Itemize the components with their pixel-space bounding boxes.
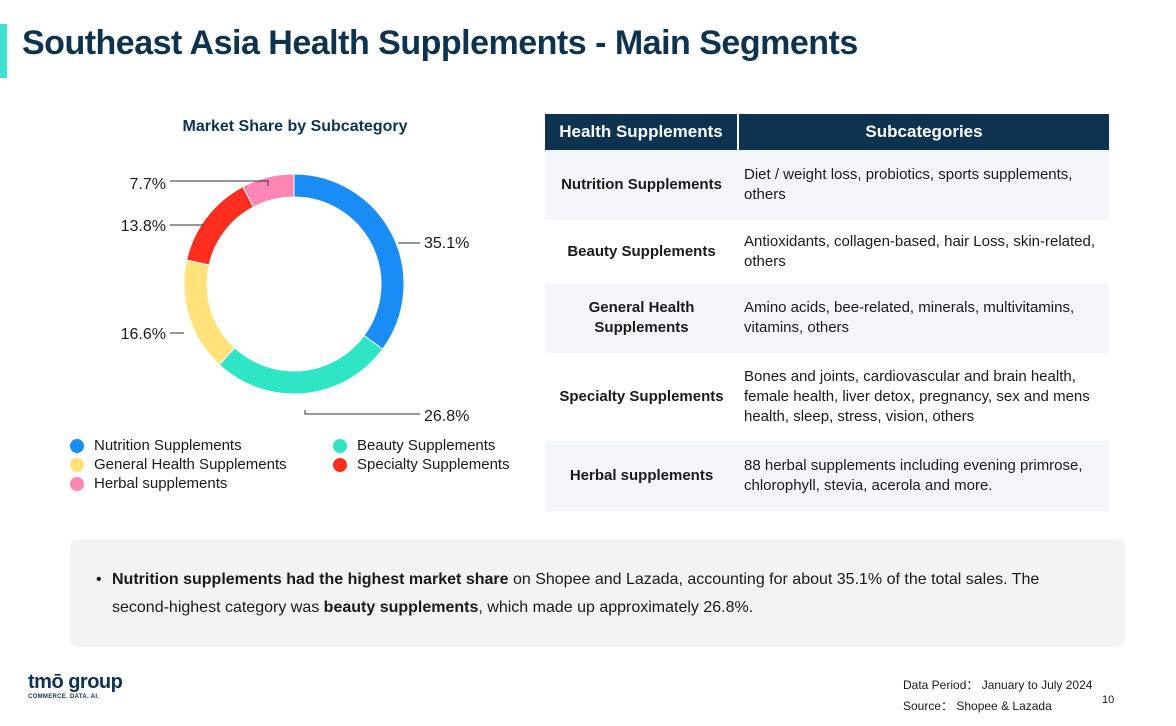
table-row: Beauty Supplements Antioxidants, collage… <box>545 220 1109 283</box>
table-cell-segment: General Health Supplements <box>545 283 738 353</box>
table-row: Nutrition Supplements Diet / weight loss… <box>545 150 1109 220</box>
data-label: 35.1% <box>424 235 469 252</box>
data-label: 16.6% <box>121 326 166 343</box>
legend-swatch-beauty <box>333 438 347 453</box>
legend-swatch-specialty <box>333 457 347 472</box>
table-cell-subcategories: 88 herbal supplements including evening … <box>738 441 1109 511</box>
leader-line <box>304 410 420 415</box>
table-header-subcategories: Subcategories <box>738 114 1109 150</box>
page-title: Southeast Asia Health Supplements - Main… <box>22 24 858 62</box>
table-header-row: Health Supplements Subcategories <box>545 114 1109 150</box>
legend-label: Beauty Supplements <box>357 437 496 454</box>
legend-item-beauty: Beauty Supplements <box>333 437 495 454</box>
legend-item-general-health: General Health Supplements <box>70 456 287 473</box>
legend-label: Nutrition Supplements <box>94 437 242 454</box>
donut-slice-nutrition-supplements <box>293 173 405 350</box>
table-cell-subcategories: Bones and joints, cardiovascular and bra… <box>738 353 1109 441</box>
data-label: 7.7% <box>130 176 166 193</box>
legend-item-herbal: Herbal supplements <box>70 475 227 492</box>
table-row: Specialty Supplements Bones and joints, … <box>545 353 1109 441</box>
data-source: Source： Shopee & Lazada <box>903 699 1052 713</box>
leader-line <box>170 180 269 186</box>
donut-slice-specialty-supplements <box>186 185 255 266</box>
insight-bold-1: Nutrition supplements had the highest ma… <box>112 571 509 588</box>
table-cell-segment: Specialty Supplements <box>545 353 738 441</box>
bullet-point: • <box>96 571 102 588</box>
legend-label: Specialty Supplements <box>357 456 510 473</box>
data-label: 26.8% <box>424 408 469 425</box>
table-cell-subcategories: Diet / weight loss, probiotics, sports s… <box>738 150 1109 220</box>
table-cell-subcategories: Amino acids, bee-related, minerals, mult… <box>738 283 1109 353</box>
table-row: Herbal supplements 88 herbal supplements… <box>545 441 1109 511</box>
data-period: Data Period： January to July 2024 <box>903 678 1093 692</box>
legend-label: Herbal supplements <box>94 475 228 492</box>
table-cell-segment: Nutrition Supplements <box>545 150 738 220</box>
insight-text: Nutrition supplements had the highest ma… <box>112 566 1095 622</box>
tmo-group-logo: tmō group COMMERCE. DATA. AI. <box>28 671 138 701</box>
table-row: General Health Supplements Amino acids, … <box>545 283 1109 353</box>
legend-item-specialty: Specialty Supplements <box>333 456 510 473</box>
donut-slice-general-health-supplements <box>183 259 236 366</box>
donut-chart: 35.1% 26.8% 16.6% 13.8% 7.7% <box>121 173 469 425</box>
donut-slice-herbal-supplements <box>242 173 295 208</box>
data-label: 13.8% <box>121 218 166 235</box>
legend-swatch-nutrition <box>70 438 84 453</box>
insight-text-2: , which made up approximately 26.8%. <box>478 599 754 616</box>
legend-item-nutrition: Nutrition Supplements <box>70 437 242 454</box>
table-header-segment: Health Supplements <box>545 114 739 150</box>
chart-title: Market Share by Subcategory <box>182 118 408 135</box>
donut-slice-beauty-supplements <box>218 334 384 395</box>
legend-label: General Health Supplements <box>94 456 287 473</box>
insight-text-1: on Shopee and Lazada, accounting for abo… <box>112 571 1040 616</box>
legend-swatch-herbal <box>70 476 84 491</box>
source-info: Data Period： January to July 2024 Source… <box>903 675 1092 717</box>
insight-bold-2: beauty supplements <box>323 599 479 616</box>
logo-wordmark: tmō group <box>28 671 123 693</box>
page-number: 10 <box>1102 694 1115 706</box>
key-insight-box: • Nutrition supplements had the highest … <box>70 539 1125 647</box>
legend-swatch-general-health <box>70 457 84 472</box>
logo-tagline: COMMERCE. DATA. AI. <box>28 694 100 700</box>
table-cell-segment: Beauty Supplements <box>545 220 738 283</box>
table-cell-subcategories: Antioxidants, collagen-based, hair Loss,… <box>738 220 1109 283</box>
table-cell-segment: Herbal supplements <box>545 441 738 511</box>
segments-table: Health Supplements Subcategories Nutriti… <box>545 114 1109 511</box>
title-accent-bar <box>0 24 7 78</box>
